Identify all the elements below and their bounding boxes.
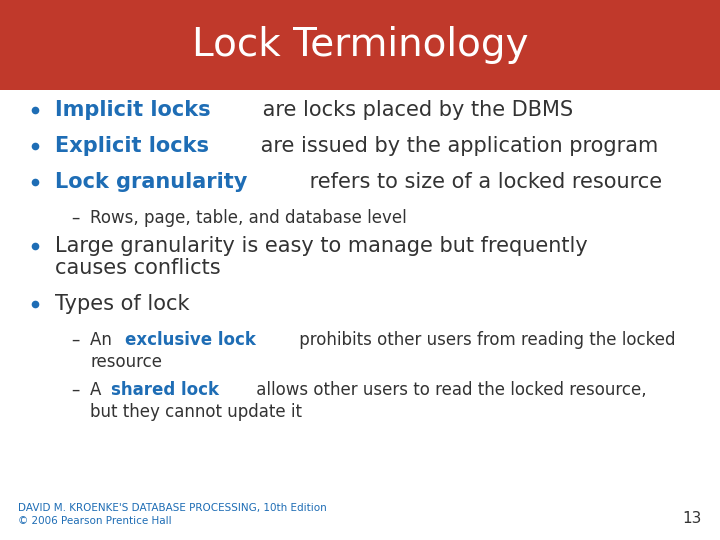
- Text: but they cannot update it: but they cannot update it: [90, 403, 302, 421]
- Text: are locks placed by the DBMS: are locks placed by the DBMS: [256, 100, 573, 120]
- Text: Large granularity is easy to manage but frequently: Large granularity is easy to manage but …: [55, 236, 588, 256]
- Text: shared lock: shared lock: [112, 381, 220, 399]
- Text: –: –: [71, 381, 79, 399]
- Text: resource: resource: [90, 353, 162, 371]
- Text: –: –: [71, 331, 79, 349]
- FancyBboxPatch shape: [0, 0, 720, 90]
- Text: exclusive lock: exclusive lock: [125, 331, 256, 349]
- Text: Rows, page, table, and database level: Rows, page, table, and database level: [90, 209, 407, 227]
- Text: –: –: [71, 209, 79, 227]
- Text: An: An: [90, 331, 117, 349]
- Text: 13: 13: [683, 511, 702, 526]
- Text: causes conflicts: causes conflicts: [55, 258, 220, 278]
- Text: A: A: [90, 381, 107, 399]
- Text: prohibits other users from reading the locked: prohibits other users from reading the l…: [294, 331, 675, 349]
- Text: are issued by the application program: are issued by the application program: [253, 136, 658, 156]
- Text: Explicit locks: Explicit locks: [55, 136, 209, 156]
- Text: Implicit locks: Implicit locks: [55, 100, 211, 120]
- Text: Lock Terminology: Lock Terminology: [192, 26, 528, 64]
- Text: allows other users to read the locked resource,: allows other users to read the locked re…: [251, 381, 647, 399]
- Text: DAVID M. KROENKE'S DATABASE PROCESSING, 10th Edition
© 2006 Pearson Prentice Hal: DAVID M. KROENKE'S DATABASE PROCESSING, …: [18, 503, 327, 526]
- Text: Lock granularity: Lock granularity: [55, 172, 248, 192]
- Text: Types of lock: Types of lock: [55, 294, 189, 314]
- Text: refers to size of a locked resource: refers to size of a locked resource: [303, 172, 662, 192]
